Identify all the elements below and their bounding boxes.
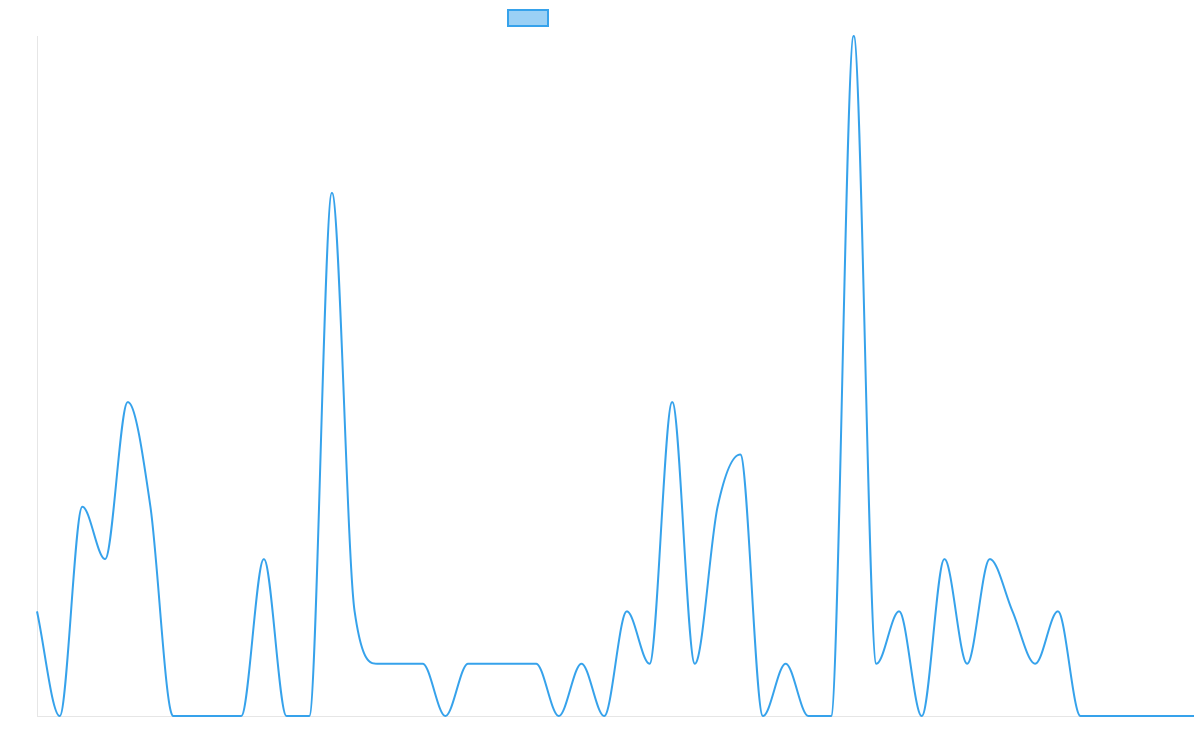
series-marks <box>34 33 1197 719</box>
legend-swatch[interactable] <box>507 9 549 27</box>
series-line <box>36 34 1194 718</box>
